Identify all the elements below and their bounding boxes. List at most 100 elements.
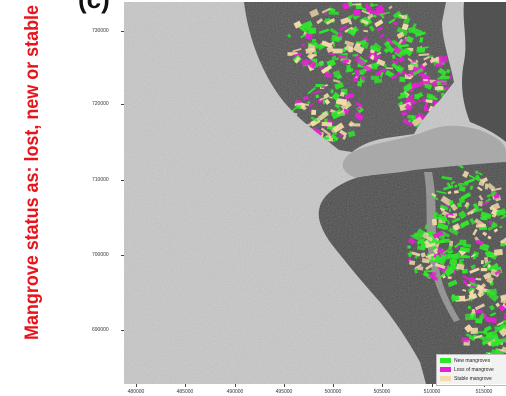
mangrove-patch <box>392 46 402 55</box>
mangrove-patch <box>388 5 393 10</box>
y-tick-label: 690000 <box>92 327 109 333</box>
x-tick-label: 515000 <box>475 389 493 395</box>
mangrove-patch <box>458 210 467 220</box>
mangrove-patch <box>423 102 429 109</box>
mangrove-patch <box>308 109 312 112</box>
mangrove-patch <box>395 57 400 62</box>
mangrove-patch <box>339 129 348 137</box>
mangrove-patch <box>458 185 466 192</box>
mangrove-patch <box>407 252 412 256</box>
y-tick-label: 730000 <box>92 28 109 34</box>
x-tick-label: 490000 <box>226 389 244 395</box>
mangrove-patch <box>377 27 383 31</box>
mangrove-patch <box>469 289 475 297</box>
mangrove-patch <box>488 220 493 225</box>
land-northeast <box>462 2 506 142</box>
mangrove-patch <box>419 36 424 43</box>
mangrove-patch <box>318 28 330 35</box>
mangrove-patch <box>417 265 424 271</box>
mangrove-patch <box>344 26 354 33</box>
mangrove-patch <box>329 27 339 36</box>
mangrove-patch <box>436 73 446 81</box>
mangrove-patch <box>387 45 395 54</box>
mangrove-patch <box>456 263 465 271</box>
mangrove-patch <box>472 202 480 211</box>
mangrove-patch <box>484 325 492 332</box>
mangrove-patch <box>405 35 414 43</box>
mangrove-patch <box>329 52 335 56</box>
mangrove-patch <box>369 25 375 32</box>
mangrove-patch <box>469 185 474 191</box>
mangrove-patch <box>459 239 467 246</box>
mangrove-patch <box>342 2 351 10</box>
mangrove-patch <box>405 93 415 102</box>
mangrove-patch <box>366 13 374 20</box>
mangrove-patch <box>347 28 357 37</box>
mangrove-patch <box>398 56 405 63</box>
mangrove-patch <box>411 82 418 89</box>
mangrove-patch <box>482 231 488 237</box>
mangrove-patch <box>440 230 450 238</box>
side-title-text: Mangrove status as: lost, new or stable <box>22 5 43 340</box>
mangrove-patch <box>469 217 476 225</box>
mangrove-patch <box>437 86 444 90</box>
mangrove-patch <box>450 203 458 212</box>
mangrove-patch <box>484 251 488 255</box>
mangrove-patch <box>468 336 476 342</box>
mangrove-patch <box>474 218 485 228</box>
mangrove-patch <box>340 100 352 111</box>
mangrove-patch <box>459 197 465 203</box>
mangrove-patch <box>354 56 366 67</box>
mangrove-patch <box>320 127 331 136</box>
legend-swatch-loss <box>440 367 451 372</box>
mangrove-patch <box>416 98 421 103</box>
mangrove-patch <box>310 116 319 123</box>
x-tick-label: 510000 <box>423 389 441 395</box>
mangrove-patch <box>485 316 497 324</box>
mangrove-patch <box>321 85 326 89</box>
mangrove-patch <box>347 2 354 8</box>
mangrove-patch <box>311 38 317 42</box>
y-tick-label: 710000 <box>92 177 109 183</box>
river-channel <box>342 125 506 178</box>
mangrove-patch <box>481 215 488 221</box>
mangrove-patch <box>448 227 459 236</box>
mangrove-patch <box>309 27 317 34</box>
mangrove-patch <box>362 64 373 73</box>
y-tick-label: 720000 <box>92 101 109 107</box>
mangrove-patch <box>375 68 387 77</box>
mangrove-patch <box>443 86 450 90</box>
mangrove-patch <box>411 251 421 257</box>
mangrove-patch <box>401 23 409 31</box>
mangrove-patch <box>414 93 420 100</box>
mangrove-patch <box>485 250 498 260</box>
mangrove-patch <box>431 192 437 198</box>
mangrove-patch <box>392 10 402 19</box>
mangrove-patch <box>459 246 471 253</box>
mangrove-patch <box>332 70 341 78</box>
mangrove-patch <box>320 64 333 74</box>
mangrove-patch <box>352 53 359 57</box>
mangrove-patch <box>488 304 495 311</box>
mangrove-patch <box>436 222 448 231</box>
mangrove-patch <box>494 326 499 333</box>
legend-swatch-stable <box>440 376 451 381</box>
mangrove-patch <box>411 116 424 127</box>
mangrove-patch <box>293 20 302 29</box>
mangrove-patch <box>379 11 390 16</box>
mangrove-patch <box>339 25 348 31</box>
mangrove-patch <box>486 182 496 191</box>
mangrove-patch <box>366 5 372 9</box>
mangrove-patch <box>353 9 361 17</box>
legend-item-new: New mangroves <box>440 357 490 364</box>
mangrove-patch <box>354 70 361 78</box>
legend: New mangroves Loss of mangrove Stable ma… <box>436 354 506 386</box>
mangrove-patch <box>309 8 320 18</box>
mangrove-patch <box>324 12 327 16</box>
mangrove-patch <box>423 55 431 61</box>
mangrove-patch <box>462 289 467 292</box>
mangrove-patch <box>428 273 439 282</box>
mangrove-patch <box>416 228 426 237</box>
mangrove-patch <box>402 70 412 78</box>
mangrove-patch <box>465 203 470 210</box>
